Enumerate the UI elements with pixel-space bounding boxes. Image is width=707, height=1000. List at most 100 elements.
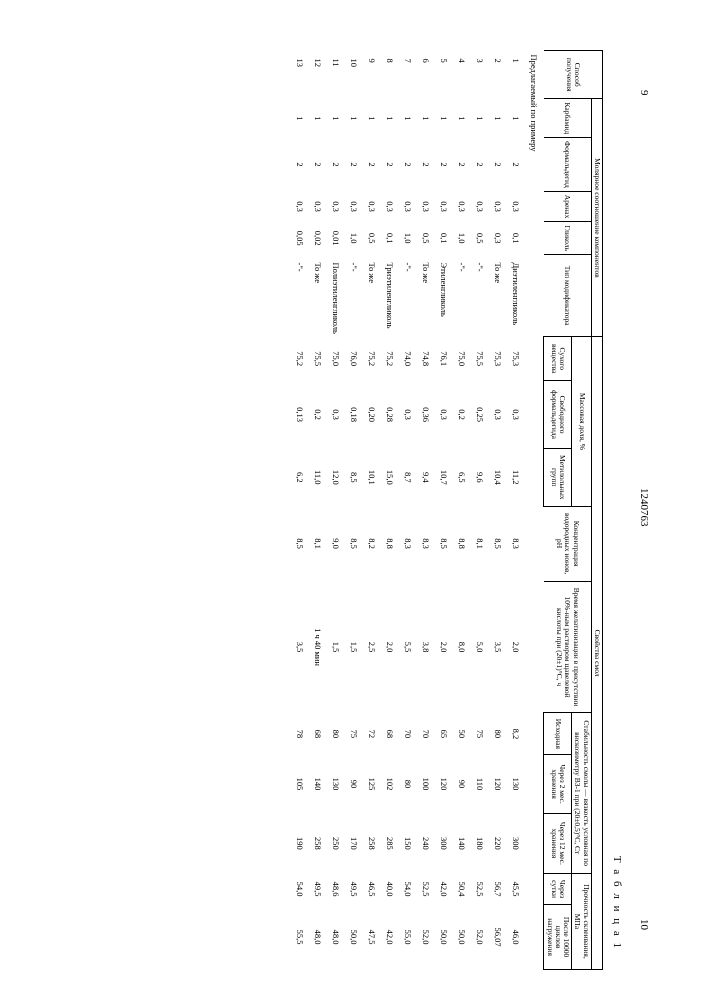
cell: 0,3 [418, 191, 436, 222]
cell: 2,5 [364, 581, 382, 713]
cell: 2 [490, 51, 508, 99]
cell: 11,0 [310, 448, 328, 506]
cell: 2 [454, 138, 472, 192]
cell: 2,0 [382, 581, 400, 713]
cell: 125 [364, 755, 382, 814]
cell: 45,5 [508, 873, 526, 904]
page-center-num: 1240763 [638, 488, 650, 527]
cell: 5,5 [400, 581, 418, 713]
cell: 50,4 [454, 873, 472, 904]
cell: 8,8 [454, 506, 472, 581]
hdr-ch2: Через 2 мес. хранения [544, 755, 572, 814]
cell: 8,5 [346, 448, 364, 506]
cell: 15,0 [382, 448, 400, 506]
cell: 1 [310, 99, 328, 138]
cell: 75,0 [328, 337, 346, 381]
cell: 48,0 [310, 905, 328, 970]
cell: 300 [508, 813, 526, 873]
cell: 6 [418, 51, 436, 99]
cell: 0,20 [364, 381, 382, 449]
cell: 55,5 [292, 905, 310, 970]
cell: 2 [346, 138, 364, 192]
cell: 1 [382, 99, 400, 138]
cell: 0,3 [490, 222, 508, 255]
cell: 8 [382, 51, 400, 99]
hdr-glikol: Гликоль [544, 222, 591, 255]
cell: 49,5 [310, 873, 328, 904]
cell: 0,05 [292, 222, 310, 255]
cell: 1,0 [400, 222, 418, 255]
cell: 1 [454, 99, 472, 138]
cell: 70 [418, 713, 436, 755]
cell: 12 [310, 51, 328, 99]
cell: -"- [346, 255, 364, 337]
cell: 0,5 [418, 222, 436, 255]
cell: 0,3 [310, 191, 328, 222]
section-label: Предлагаемый по примеру [526, 51, 545, 970]
table-row: 1120,30,1Диэтиленгликоль75,30,311,28,32,… [508, 51, 526, 970]
cell: 5 [436, 51, 454, 99]
page-header: 9 1240763 10 [638, 90, 650, 930]
cell: 0,18 [346, 381, 364, 449]
cell: 54,0 [400, 873, 418, 904]
cell: 90 [454, 755, 472, 814]
hdr-ishod: Исходная [544, 713, 572, 755]
cell: 12,0 [328, 448, 346, 506]
cell: Полиэтиленгликоль [328, 255, 346, 337]
cell: 8,3 [508, 506, 526, 581]
table-row: 5120,30,1Этиленгликоль76,10,310,78,52,06… [436, 51, 454, 970]
cell: 75,3 [508, 337, 526, 381]
cell: -"- [472, 255, 490, 337]
cell: 8,2 [364, 506, 382, 581]
cell: 1,0 [454, 222, 472, 255]
cell: 11,2 [508, 448, 526, 506]
hdr-arenax: Аренах [544, 191, 591, 222]
cell: 10,7 [436, 448, 454, 506]
cell: 42,0 [382, 905, 400, 970]
cell: 0,3 [436, 381, 454, 449]
cell: 10,4 [490, 448, 508, 506]
cell: 9,0 [328, 506, 346, 581]
cell: 52,5 [418, 873, 436, 904]
cell: 6,2 [292, 448, 310, 506]
cell: 0,3 [490, 191, 508, 222]
cell: 10,1 [364, 448, 382, 506]
cell: 75,0 [454, 337, 472, 381]
cell: 11 [328, 51, 346, 99]
hdr-massdolya: Массовая доля, % [572, 337, 592, 506]
cell: 100 [418, 755, 436, 814]
hdr-karbamid: Карбамид [544, 99, 591, 138]
cell: Триэтиленгликоль [382, 255, 400, 337]
hdr-svoystva: Свойства смол [591, 337, 602, 970]
hdr-molar: Молярное соотношение компонентов [591, 99, 602, 337]
hdr-sposob: Способ получения [544, 51, 603, 99]
cell: 1,0 [346, 222, 364, 255]
cell: 56,07 [490, 905, 508, 970]
cell: 120 [490, 755, 508, 814]
cell: 55,0 [400, 905, 418, 970]
cell: 68 [310, 713, 328, 755]
cell: 0,3 [328, 381, 346, 449]
table-caption: Т а б л и ц а 1 [611, 50, 623, 950]
cell: 1 [400, 99, 418, 138]
cell: 0,3 [400, 191, 418, 222]
hdr-metil: Метилольных групп [544, 448, 572, 506]
cell: 80 [328, 713, 346, 755]
cell: 80 [400, 755, 418, 814]
cell: 0,3 [508, 381, 526, 449]
cell: 0,3 [436, 191, 454, 222]
cell: 1,5 [328, 581, 346, 713]
cell: 48,0 [328, 905, 346, 970]
cell: 0,1 [508, 222, 526, 255]
cell: 8,1 [472, 506, 490, 581]
cell: -"- [454, 255, 472, 337]
cell: 1,5 [346, 581, 364, 713]
hdr-prochnost: Прочность склеивания, МПа [572, 873, 592, 969]
cell: 4 [454, 51, 472, 99]
cell: 1 [508, 99, 526, 138]
table-row: 2120,30,3То же75,30,310,48,53,5801202205… [490, 51, 508, 970]
table-row: 13120,30,05-"-75,20,136,28,53,5781051905… [292, 51, 310, 970]
cell: 2 [436, 138, 454, 192]
cell: 3,5 [292, 581, 310, 713]
cell: 8,5 [346, 506, 364, 581]
